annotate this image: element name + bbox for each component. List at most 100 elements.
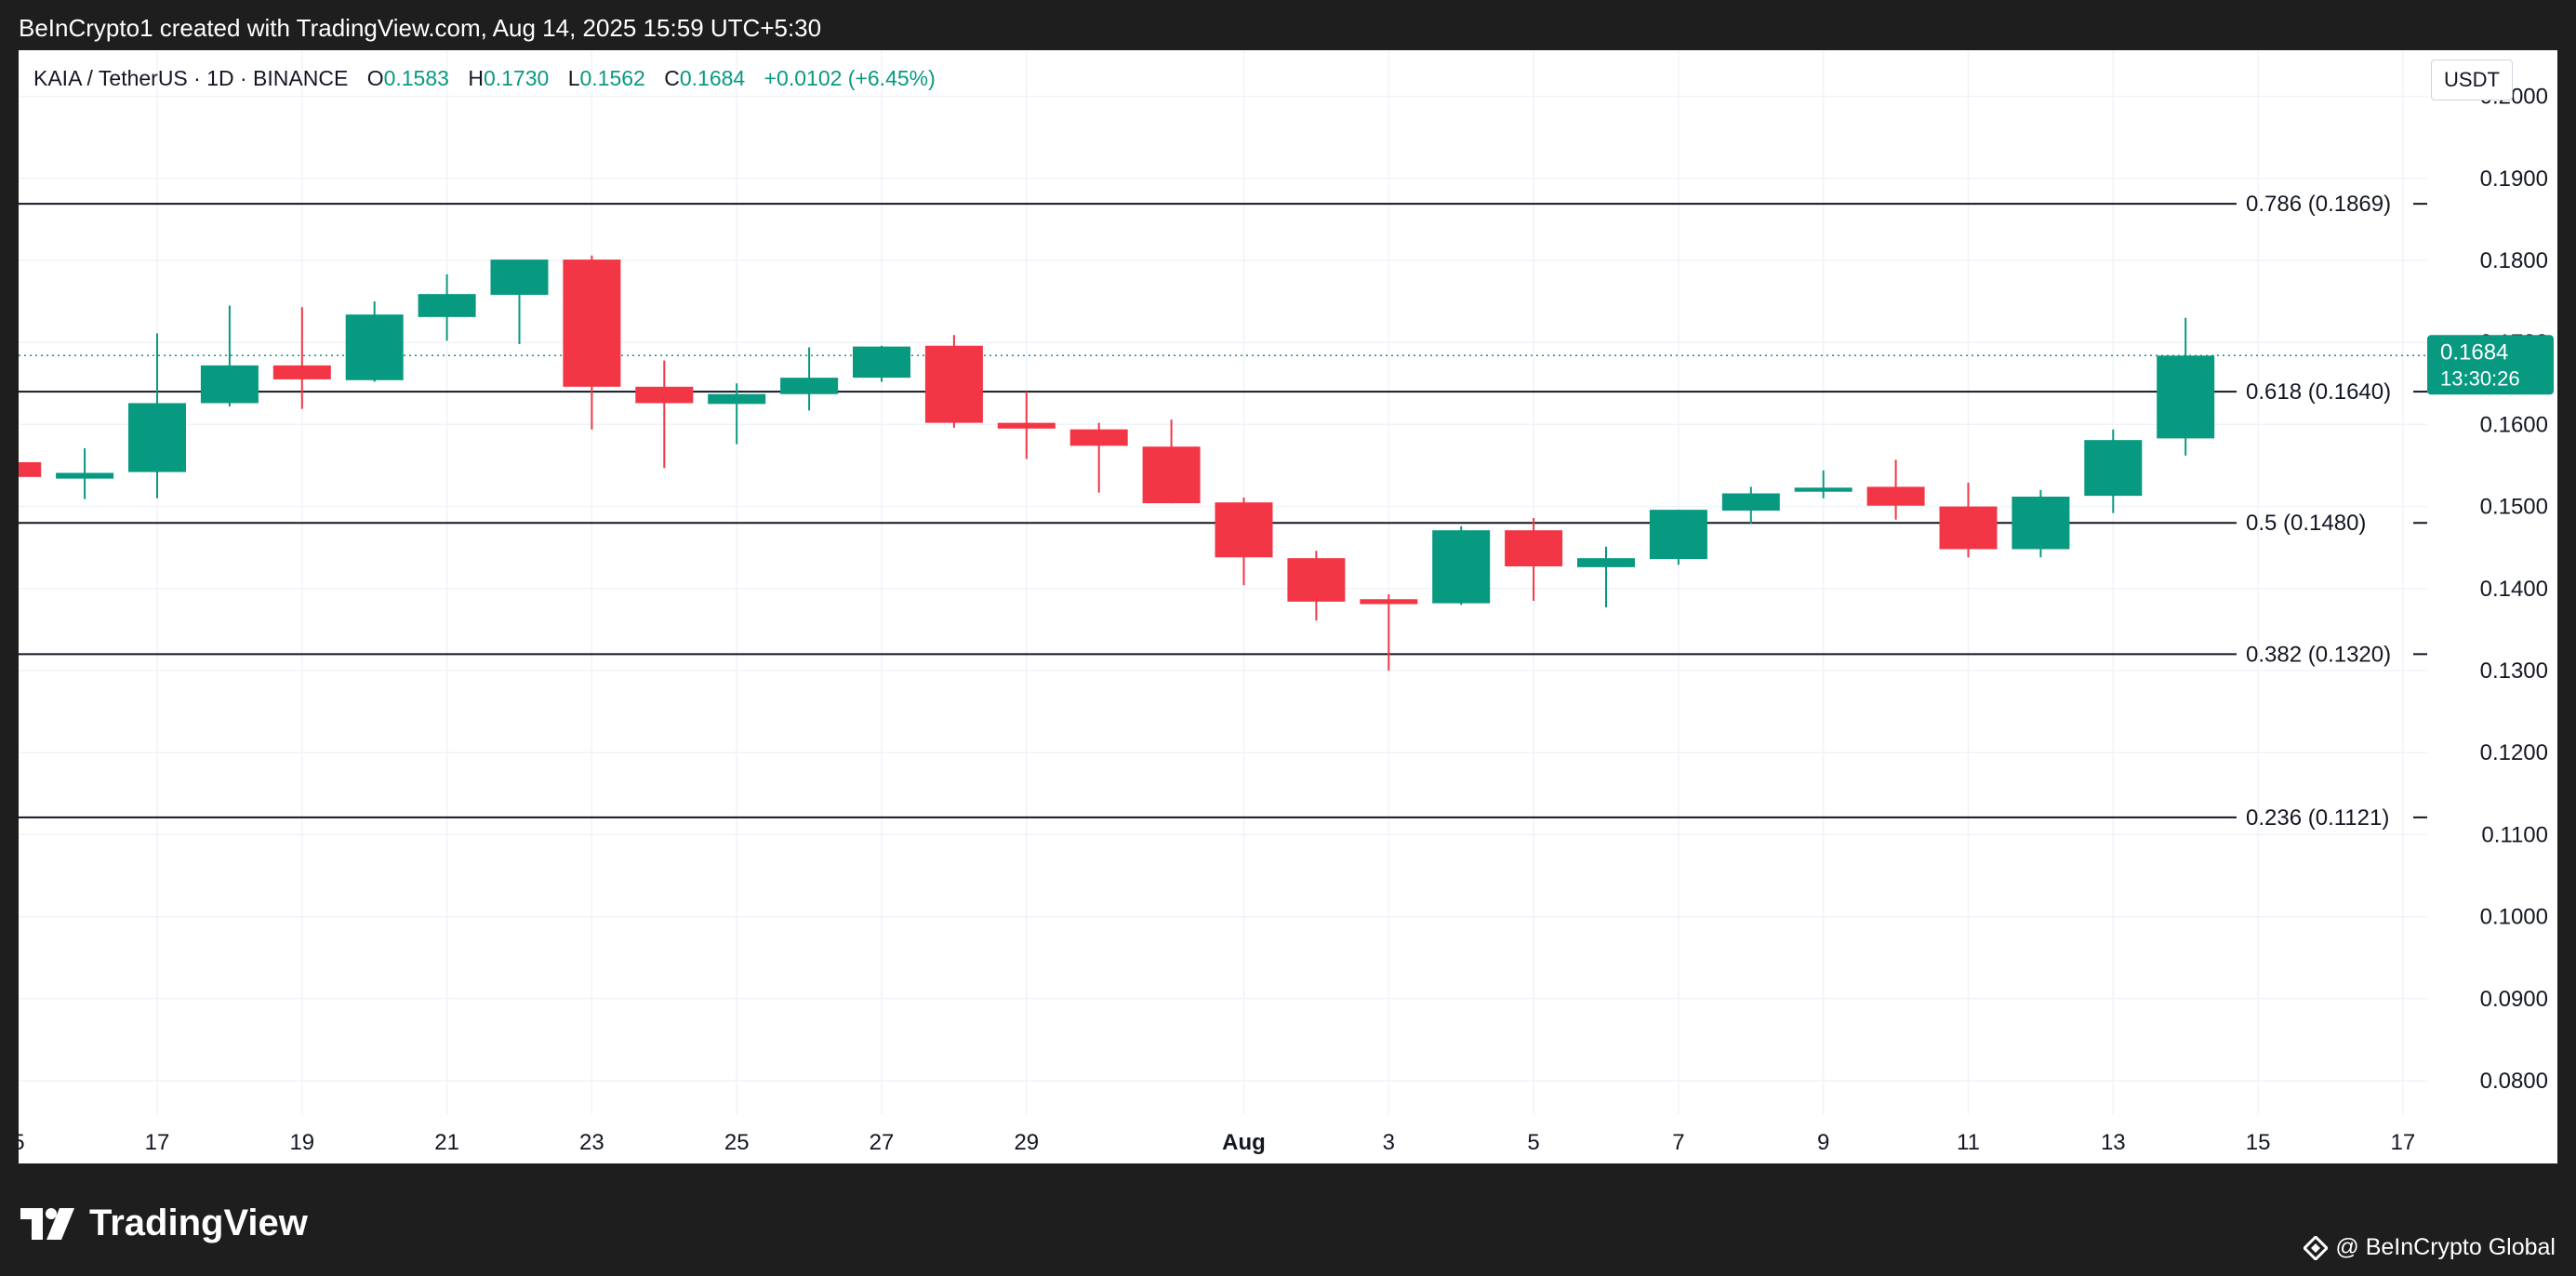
open-label: O: [366, 66, 384, 90]
candle[interactable]: [1360, 593, 1418, 671]
candle-body: [1721, 493, 1780, 512]
credit-label: @ BeInCrypto Global: [2335, 1234, 2556, 1260]
x-tick-label: 5: [1527, 1130, 1539, 1155]
x-tick-label: 27: [870, 1130, 895, 1155]
candle[interactable]: [345, 301, 404, 382]
candle[interactable]: [1215, 497, 1273, 586]
candle-body: [997, 422, 1056, 429]
x-tick-label: 17: [2391, 1130, 2416, 1155]
candle[interactable]: [490, 259, 549, 344]
candle-body: [1939, 506, 1998, 550]
price-tag-countdown: 13:30:26: [2440, 366, 2520, 390]
symbol-name[interactable]: KAIA / TetherUS · 1D · BINANCE: [33, 66, 349, 90]
close-label: C: [664, 66, 680, 90]
candle-body: [345, 314, 404, 380]
candlestick-chart[interactable]: 0.20000.19000.18000.17000.16000.15000.14…: [19, 50, 2557, 1163]
candle[interactable]: [708, 383, 766, 445]
candle-body: [563, 259, 621, 387]
x-tick-label: 17: [145, 1130, 170, 1155]
candle-body: [1287, 558, 1346, 602]
tradingview-logo[interactable]: TradingView: [20, 1203, 308, 1244]
x-tick-label: 3: [1383, 1130, 1395, 1155]
candle-body: [1794, 487, 1852, 492]
high-value: 0.1730: [483, 66, 550, 90]
y-tick-label: 0.1800: [2480, 248, 2548, 273]
top-caption-bar: BeInCrypto1 created with TradingView.com…: [0, 0, 2576, 50]
fib-level-label: 0.618 (0.1640): [2246, 379, 2391, 405]
candle[interactable]: [780, 347, 839, 411]
candle[interactable]: [418, 273, 476, 341]
y-tick-label: 0.1500: [2480, 495, 2548, 520]
close-value: 0.1684: [679, 66, 746, 90]
candle[interactable]: [1577, 546, 1635, 608]
candle[interactable]: [272, 307, 331, 409]
currency-button[interactable]: USDT: [2431, 60, 2513, 100]
candle-body: [1432, 530, 1491, 604]
candle-body: [200, 365, 259, 404]
candle[interactable]: [1142, 419, 1201, 504]
candle[interactable]: [1432, 525, 1491, 605]
y-tick-label: 0.1000: [2480, 905, 2548, 930]
y-tick-label: 0.1100: [2481, 822, 2548, 847]
x-tick-label: 25: [724, 1130, 750, 1155]
candle[interactable]: [563, 255, 621, 430]
candle-body: [780, 378, 839, 394]
x-tick-label: 13: [2101, 1130, 2126, 1155]
price-tag-value: 0.1684: [2440, 339, 2508, 365]
y-tick-label: 0.1900: [2480, 166, 2548, 192]
candle[interactable]: [1649, 510, 1707, 565]
candle-body: [272, 365, 331, 379]
candle-body: [2084, 440, 2143, 497]
candle-body: [2012, 497, 2070, 550]
candle[interactable]: [1939, 483, 1998, 558]
candle[interactable]: [1721, 486, 1780, 525]
y-tick-label: 0.1600: [2480, 412, 2548, 437]
candle[interactable]: [2157, 317, 2215, 456]
tradingview-logo-icon: [20, 1207, 74, 1240]
candle-body: [1360, 599, 1418, 605]
credit-text: @ BeInCrypto Global: [2304, 1234, 2556, 1261]
candle-body: [2157, 355, 2215, 439]
candle[interactable]: [1794, 470, 1852, 498]
chart-panel[interactable]: 0.20000.19000.18000.17000.16000.15000.14…: [19, 50, 2557, 1163]
candle[interactable]: [128, 333, 186, 498]
candle-body: [1215, 502, 1273, 558]
chart-caption: BeInCrypto1 created with TradingView.com…: [19, 14, 822, 42]
y-tick-label: 0.1200: [2480, 740, 2548, 765]
symbol-legend: KAIA / TetherUS · 1D · BINANCE O0.1583 H…: [33, 66, 936, 91]
fib-level-label: 0.5 (0.1480): [2246, 511, 2366, 536]
x-tick-label: Aug: [1222, 1130, 1266, 1155]
candle[interactable]: [1866, 459, 1925, 520]
candle[interactable]: [853, 345, 910, 382]
low-value: 0.1562: [579, 66, 645, 90]
candle-body: [418, 294, 476, 317]
x-tick-label: 29: [1014, 1130, 1039, 1155]
x-tick-label: 9: [1817, 1130, 1829, 1155]
candle[interactable]: [924, 335, 983, 428]
candle-body: [19, 461, 42, 477]
price-tag[interactable]: [2427, 335, 2554, 395]
candle[interactable]: [56, 447, 114, 499]
candle-body: [1866, 486, 1925, 506]
candle[interactable]: [2012, 489, 2070, 558]
high-label: H: [468, 66, 484, 90]
candle-body: [56, 472, 114, 479]
y-tick-label: 0.1300: [2480, 658, 2548, 684]
candle[interactable]: [200, 305, 259, 406]
x-tick-label: 15: [19, 1130, 25, 1155]
candle[interactable]: [2084, 429, 2143, 513]
candle[interactable]: [1287, 551, 1346, 621]
candle[interactable]: [19, 459, 42, 479]
candle-body: [490, 259, 549, 296]
candle-body: [853, 346, 910, 379]
tradingview-logo-text: TradingView: [89, 1203, 308, 1243]
candle-body: [635, 386, 694, 404]
candle[interactable]: [1505, 517, 1563, 602]
candle-body: [1069, 429, 1128, 446]
candle[interactable]: [997, 392, 1056, 459]
candle[interactable]: [635, 360, 694, 469]
candle-body: [1505, 530, 1563, 566]
candle-body: [708, 393, 766, 405]
open-value: 0.1583: [383, 66, 449, 90]
candle[interactable]: [1069, 422, 1128, 493]
